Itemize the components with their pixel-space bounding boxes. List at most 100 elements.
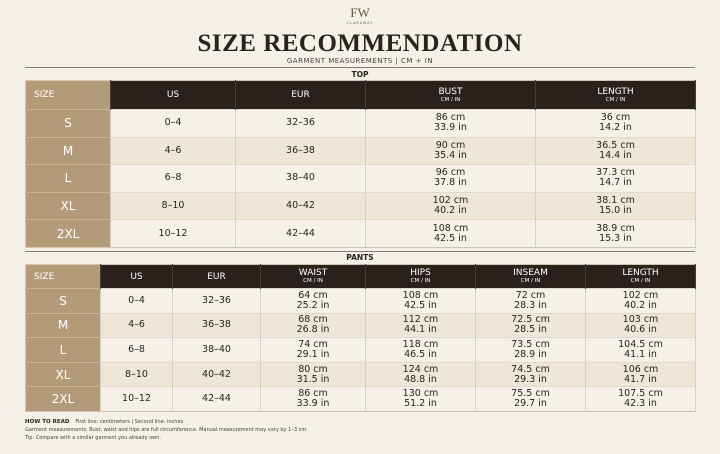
size-cell: S: [25, 109, 111, 138]
measure-cell: 86 cm 33.9 in: [365, 109, 536, 138]
cell-line: 108 cm: [432, 222, 469, 234]
column-label: LENGTH: [597, 86, 634, 97]
measure-cell: 96 cm 37.8 in: [365, 164, 536, 193]
size-row: S 0–4 32–36 86 cm 33.9 in 36 cm 14.2 in: [25, 109, 696, 138]
header-row: SIZE US EUR BUST CM / IN LENGTH CM / IN: [25, 80, 696, 110]
cell-line: 75.5 cm: [511, 388, 550, 400]
cell-line: 25.2 in: [296, 299, 330, 311]
cell-line: 108 cm: [402, 289, 439, 301]
cell-line: 106 cm: [622, 363, 659, 375]
cell-line: 102 cm: [432, 195, 469, 207]
cell-line: 80 cm: [298, 363, 328, 375]
column-label: US: [130, 271, 143, 282]
measure-cell: 108 cm 42.5 in: [365, 288, 476, 314]
size-table: SIZE US EUR BUST CM / IN LENGTH CM / IN S 0–4 32–…: [25, 80, 696, 248]
size-cell: L: [25, 337, 101, 363]
measure-cell: 4–6: [110, 136, 236, 165]
cell-line: 31.5 in: [296, 373, 330, 385]
measure-cell: 90 cm 35.4 in: [365, 136, 536, 165]
size-cell: M: [25, 136, 111, 165]
measure-cell: 8–10: [110, 191, 236, 220]
column-label: LENGTH: [622, 268, 659, 278]
cell-line: 86 cm: [298, 388, 328, 400]
cell-line: 90 cm: [435, 139, 466, 151]
measure-cell: 73.5 cm 28.9 in: [475, 337, 586, 363]
subtitle: GARMENT MEASUREMENTS | CM + IN: [286, 57, 434, 65]
column-unit: CM / IN: [410, 278, 431, 284]
section-label: TOP: [351, 70, 369, 79]
column-label: WAIST: [298, 268, 328, 278]
cell-line: 15.3 in: [599, 232, 632, 244]
cell-line: 74 cm: [298, 338, 328, 350]
cell-line: 37.3 cm: [596, 167, 635, 179]
column-header: SIZE: [25, 80, 111, 110]
footer-line: HOW TO READ First line: centimeters | Sec…: [25, 418, 695, 426]
cell-line: 38.1 cm: [596, 195, 635, 207]
cell-line: 103 cm: [622, 314, 659, 326]
cell-line: 130 cm: [402, 388, 439, 400]
column-header: LENGTH CM / IN: [535, 80, 696, 110]
column-header: US: [110, 80, 236, 110]
column-label: EUR: [207, 271, 226, 282]
cell-line: 35.4 in: [434, 149, 467, 161]
measure-cell: 40–42: [172, 361, 261, 387]
measure-cell: 10–12: [110, 219, 236, 248]
measure-cell: 6–8: [100, 337, 173, 363]
cell-line: 107.5 cm: [618, 388, 663, 400]
measure-cell: 38–40: [172, 337, 261, 363]
cell-line: 42.5 in: [434, 232, 467, 244]
column-header: US: [100, 264, 173, 289]
size-cell: XL: [25, 191, 111, 220]
cell-line: 28.9 in: [514, 348, 547, 360]
size-cell: 2XL: [25, 219, 111, 248]
cell-line: 64 cm: [298, 289, 328, 301]
footer-heading: HOW TO READ: [25, 419, 70, 425]
size-row: L 6–8 38–40 96 cm 37.8 in 37.3 cm 14.7 in: [25, 164, 696, 193]
size-row: 2XL 10–12 42–44 108 cm 42.5 in 38.9 cm 15.3 in: [25, 219, 696, 248]
size-cell: 2XL: [25, 386, 101, 412]
footer: HOW TO READ First line: centimeters | Sec…: [25, 418, 695, 442]
cell-line: 86 cm: [435, 112, 466, 124]
column-header: LENGTH CM / IN: [585, 264, 696, 289]
size-cell: XL: [25, 361, 101, 387]
cell-line: 124 cm: [402, 363, 439, 375]
cell-line: 33.9 in: [296, 398, 330, 410]
measure-cell: 130 cm 51.2 in: [365, 386, 476, 412]
cell-line: 68 cm: [298, 314, 328, 326]
column-header: SIZE: [25, 264, 101, 289]
cell-line: 28.3 in: [514, 299, 547, 311]
column-unit: CM / IN: [605, 96, 626, 103]
size-row: 2XL 10–12 42–44 86 cm 33.9 in 130 cm 51.2 in 75…: [25, 386, 696, 412]
measure-cell: 36 cm 14.2 in: [535, 109, 696, 138]
measure-cell: 4–6: [100, 312, 173, 338]
measure-cell: 102 cm 40.2 in: [365, 191, 536, 220]
cell-line: 112 cm: [402, 314, 439, 326]
size-row: M 4–6 36–38 68 cm 26.8 in 112 cm 44.1 in 72.5 c…: [25, 312, 696, 338]
measure-cell: 64 cm 25.2 in: [260, 288, 366, 314]
column-unit: CM / IN: [440, 96, 461, 103]
cell-line: 96 cm: [435, 167, 466, 179]
column-label: EUR: [291, 90, 310, 100]
column-label: INSEAM: [513, 268, 548, 278]
cell-line: 14.2 in: [599, 122, 632, 134]
measure-cell: 124 cm 48.8 in: [365, 361, 476, 387]
measure-cell: 38.9 cm 15.3 in: [535, 219, 696, 248]
column-header: EUR: [235, 80, 366, 110]
column-header: EUR: [172, 264, 261, 289]
column-unit: CM / IN: [303, 278, 323, 284]
measure-cell: 10–12: [100, 386, 173, 412]
title: SIZE RECOMMENDATION: [197, 30, 523, 57]
measure-cell: 40–42: [235, 191, 366, 220]
cell-line: 29.1 in: [296, 348, 330, 360]
column-unit: CM / IN: [520, 278, 541, 284]
cell-line: 36.5 cm: [596, 139, 635, 151]
size-cell: M: [25, 312, 101, 338]
cell-line: 37.8 in: [434, 177, 467, 189]
measure-cell: 72 cm 28.3 in: [475, 288, 586, 314]
measure-cell: 74.5 cm 29.3 in: [475, 361, 586, 387]
size-row: S 0–4 32–36 64 cm 25.2 in 108 cm 42.5 in 72 cm 2…: [25, 288, 696, 314]
cell-line: 41.7 in: [624, 373, 657, 385]
cell-line: 51.2 in: [404, 398, 437, 410]
column-label: US: [166, 90, 180, 100]
cell-line: 14.4 in: [599, 149, 632, 161]
